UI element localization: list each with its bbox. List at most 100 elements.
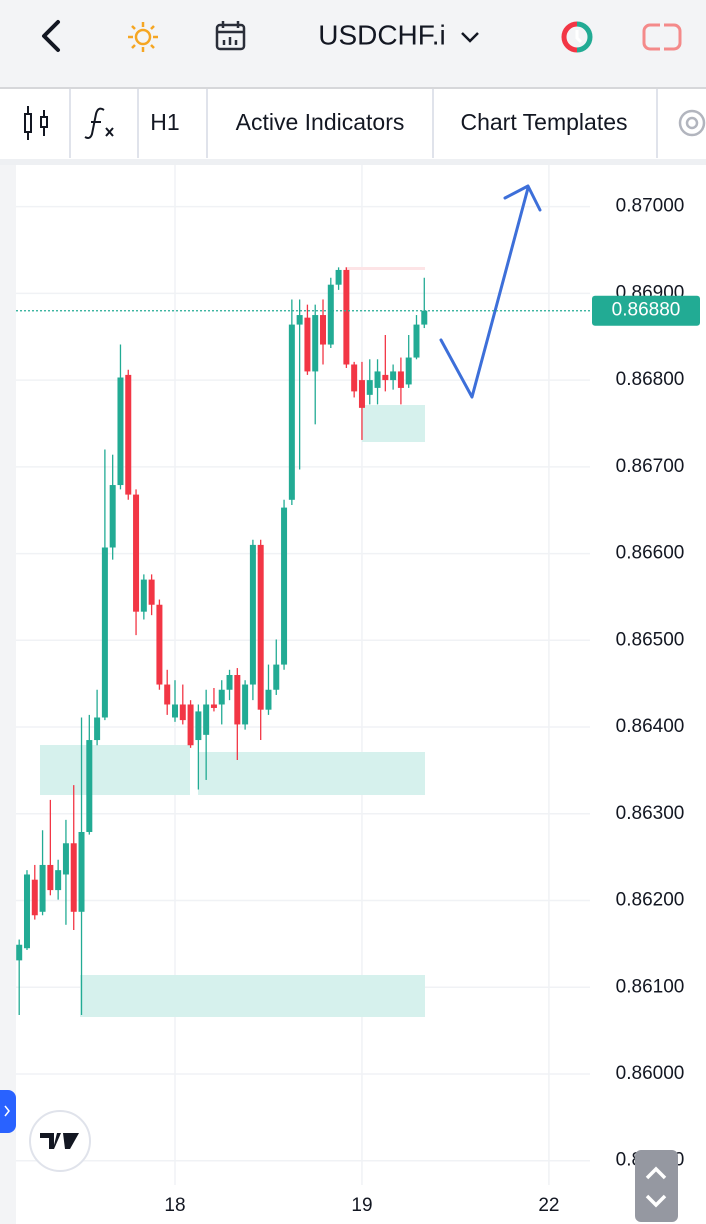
candle-body [195, 711, 202, 741]
candle-body [16, 944, 23, 961]
candle-body [366, 380, 373, 395]
zone [345, 267, 425, 270]
candle-body [62, 843, 69, 875]
zones [40, 267, 425, 1017]
candle-body [23, 874, 30, 949]
timeframe[interactable]: H1 [150, 109, 179, 135]
candle-body [179, 704, 186, 721]
candle-body [335, 269, 342, 285]
candle-body [390, 371, 397, 381]
candle-body [234, 675, 241, 725]
candle-body [172, 704, 178, 718]
back-button[interactable] [42, 20, 60, 52]
candle-body [288, 324, 295, 500]
logo[interactable] [29, 1110, 91, 1172]
candle-body [343, 269, 350, 365]
candle-body [203, 704, 210, 735]
indicators-icon[interactable] [84, 107, 114, 139]
zone [40, 745, 190, 795]
candle-body [31, 879, 38, 916]
zone [198, 752, 425, 795]
candle-body [327, 284, 334, 345]
trade-icon[interactable] [561, 21, 593, 53]
candles [16, 267, 428, 1015]
candle-body [101, 547, 108, 718]
candle-body [218, 689, 225, 705]
candle-body [226, 675, 233, 690]
y-tick-label: 0.86800 [616, 369, 685, 390]
chart-type-icon[interactable] [24, 106, 48, 140]
candle-body [265, 689, 272, 710]
y-tick-label: 0.86200 [616, 890, 685, 911]
zone [362, 405, 425, 442]
candle-body [351, 364, 358, 392]
candle-body [86, 740, 93, 832]
logo-mark [40, 1133, 79, 1149]
candle-body [296, 315, 303, 325]
candle-body [413, 324, 420, 358]
candle-body [164, 684, 171, 705]
candle-body [273, 664, 280, 690]
scroll-arrows [645, 1166, 667, 1208]
candle-body [55, 870, 62, 891]
y-tick-label: 0.86700 [616, 456, 685, 477]
active-indicators[interactable]: Active Indicators [236, 109, 405, 135]
candle-body [257, 544, 264, 710]
candle-body [358, 380, 365, 408]
candle-body [405, 357, 412, 385]
candle-body [125, 374, 132, 495]
candle-body [374, 371, 381, 388]
candle-body [421, 310, 428, 325]
candle-body [304, 317, 311, 372]
y-tick-label: 0.86000 [616, 1063, 685, 1084]
settings-icon[interactable] [678, 109, 706, 137]
candle-body [148, 579, 155, 605]
y-tick-label: 0.86300 [616, 803, 685, 824]
last-price-box [592, 295, 700, 326]
symbol-dropdown[interactable] [461, 32, 479, 43]
y-tick-label: 0.86600 [616, 543, 685, 564]
candle-body [382, 374, 389, 381]
x-tick-label: 22 [538, 1195, 559, 1216]
separator [0, 159, 706, 165]
candle-body [47, 864, 54, 891]
y-tick-label: 0.87000 [616, 196, 685, 217]
last-price-label: 0.86880 [612, 300, 681, 321]
calendar-icon[interactable] [215, 21, 246, 51]
candle-body [94, 717, 101, 741]
y-tick-label: 0.86100 [616, 976, 685, 997]
candle-body [39, 864, 46, 912]
layout-icon[interactable] [642, 23, 682, 51]
candle-body [397, 371, 404, 388]
candle-body [249, 544, 256, 685]
candle-body [78, 831, 85, 912]
candle-body [109, 485, 116, 548]
side-tab-arrow [4, 1105, 10, 1117]
candle-body [312, 315, 319, 372]
chart-templates[interactable]: Chart Templates [460, 109, 627, 135]
zone [80, 975, 425, 1017]
chart-panel [16, 165, 706, 1224]
left-margin [0, 165, 16, 1224]
x-tick-label: 19 [351, 1195, 372, 1216]
candle-body [242, 684, 249, 725]
candle-body [281, 507, 288, 665]
candle-body [320, 315, 327, 345]
candle-body [187, 704, 194, 746]
candle-body [117, 377, 124, 486]
scroll-button[interactable] [635, 1150, 678, 1222]
candle-body [210, 704, 217, 708]
x-tick-label: 18 [164, 1195, 185, 1216]
candle-body [133, 494, 140, 612]
y-tick-label: 0.86500 [616, 629, 685, 650]
candle-body [140, 579, 147, 612]
toolbar-dividers [69, 89, 658, 158]
y-tick-label: 0.86400 [616, 716, 685, 737]
candle-body [156, 604, 163, 685]
candle-body [70, 843, 77, 912]
drawn-arrow [439, 184, 542, 399]
theme-icon[interactable] [128, 22, 158, 52]
symbol[interactable]: USDCHF.i [318, 19, 446, 50]
